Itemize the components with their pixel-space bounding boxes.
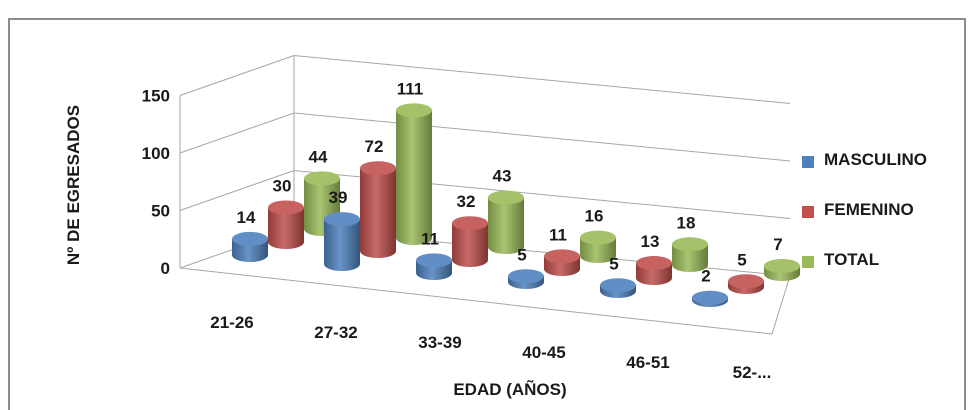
data-label-total-52-...: 7 [773,235,782,254]
data-label-masculino-40-45: 5 [517,245,526,264]
bar-top [672,237,708,252]
y-axis-title: Nº DE EGRESADOS [64,105,83,265]
bar-total-46-51 [672,237,708,272]
data-label-total-27-32: 111 [397,79,424,98]
bar-top [600,278,636,293]
bar-femenino-27-32 [360,161,396,258]
data-label-femenino-52-...: 5 [737,250,746,269]
bars [232,103,800,307]
data-label-femenino-40-45: 11 [549,225,567,244]
y-tick-label-0: 0 [161,259,170,278]
floor-edge [179,267,791,335]
y-tick-label-1: 50 [151,202,170,221]
gridline-2 [179,112,791,162]
x-axis-title: EDAD (AÑOS) [453,379,566,399]
bar-top [304,171,340,186]
data-label-total-40-45: 16 [585,207,604,226]
data-label-masculino-52-...: 2 [701,267,710,286]
bar-masculino-40-45 [508,269,544,289]
bar-body [452,223,488,267]
legend-label: FEMENINO [824,200,914,219]
bar-total-33-39 [488,190,524,254]
bar-total-40-45 [580,230,616,263]
legend-swatch [802,206,814,218]
data-label-total-21-26: 44 [309,147,328,166]
data-label-femenino-27-32: 72 [365,137,384,156]
y-tick-label-3: 150 [142,87,170,106]
data-label-femenino-33-39: 32 [457,192,476,211]
bar-top [544,249,580,264]
bar-top [396,103,432,118]
data-label-femenino-21-26: 30 [273,177,292,196]
bar-top [636,256,672,271]
gridline-3 [179,54,791,104]
bar-top [508,269,544,284]
bar-femenino-46-51 [636,256,672,285]
bar-body [396,110,432,245]
bar-total-52-... [764,258,800,281]
x-tick-label-4: 46-51 [626,353,669,372]
bar-body [580,237,616,263]
data-label-masculino-46-51: 5 [609,254,618,273]
bar-masculino-21-26 [232,231,268,262]
bar-body [268,207,304,249]
bar-total-27-32 [396,103,432,245]
bar-top [452,216,488,231]
legend-label: TOTAL [824,250,880,269]
bar-body [324,219,360,271]
data-label-femenino-46-51: 13 [641,232,660,251]
bar-masculino-52-... [692,290,728,307]
x-tick-label-3: 40-45 [522,343,565,362]
data-labels: 44 111 43 16 18 7 30 72 32 11 13 5 14 39 11 5 5 2 [237,79,783,285]
legend-swatch [802,256,814,268]
bar-masculino-33-39 [416,253,452,280]
data-label-masculino-27-32: 39 [329,188,348,207]
legend-swatch [802,156,814,168]
bar-top [764,258,800,273]
bar-top [324,212,360,227]
bar-masculino-46-51 [600,278,636,298]
data-label-masculino-21-26: 14 [237,208,256,227]
bar-femenino-33-39 [452,216,488,267]
gridlines [179,54,791,335]
bar-body [672,244,708,272]
bar-top [416,253,452,268]
legend-label: MASCULINO [824,150,927,169]
x-axis-ticks: 21-26 27-32 33-39 40-45 46-51 52-... [210,313,771,382]
y-axis-ticks: 0 50 100 150 [142,87,170,279]
data-label-masculino-33-39: 11 [421,229,439,248]
bar-masculino-27-32 [324,212,360,271]
data-label-total-46-51: 18 [677,213,696,232]
bar-top [692,290,728,305]
x-tick-label-2: 33-39 [418,333,461,352]
bar-femenino-52-... [728,274,764,294]
bar-top [728,274,764,289]
bar-top [488,190,524,205]
bar-top [360,161,396,176]
bar-body [360,168,396,258]
bar-top [268,200,304,215]
bar-femenino-21-26 [268,200,304,249]
bar-femenino-40-45 [544,249,580,276]
x-tick-label-1: 27-32 [314,323,357,342]
x-tick-label-5: 52-... [733,363,772,382]
x-tick-label-0: 21-26 [210,313,253,332]
y-tick-label-2: 100 [142,144,170,163]
bar-top [232,231,268,246]
bar-top [580,230,616,245]
data-label-total-33-39: 43 [493,167,512,186]
bar-body [488,197,524,254]
